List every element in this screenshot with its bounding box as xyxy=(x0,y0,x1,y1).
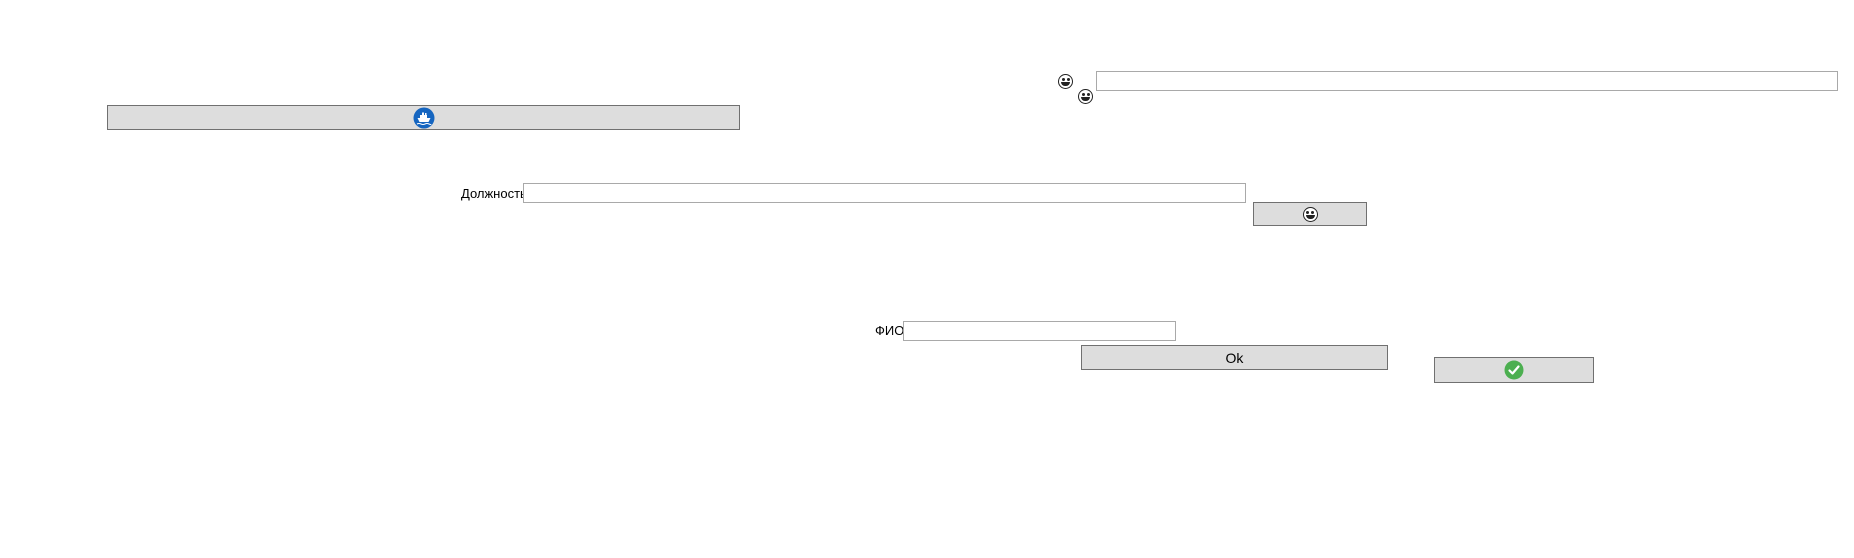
position-input[interactable] xyxy=(523,183,1246,203)
ok-button[interactable]: Ok xyxy=(1081,345,1388,370)
confirm-button[interactable] xyxy=(1434,357,1594,383)
grinning-face-icon xyxy=(1078,89,1093,104)
ship-button[interactable] xyxy=(107,105,740,130)
ship-icon xyxy=(413,107,434,128)
top-text-input[interactable] xyxy=(1096,71,1838,91)
emoji-button[interactable] xyxy=(1253,202,1367,226)
fio-label: ФИО xyxy=(875,323,905,338)
laughing-face-icon xyxy=(1058,74,1073,89)
fio-input[interactable] xyxy=(903,321,1176,341)
position-label: Должность xyxy=(461,186,527,201)
laughing-face-icon xyxy=(1302,206,1318,222)
check-circle-icon xyxy=(1504,360,1524,380)
ok-button-label: Ok xyxy=(1225,349,1244,366)
